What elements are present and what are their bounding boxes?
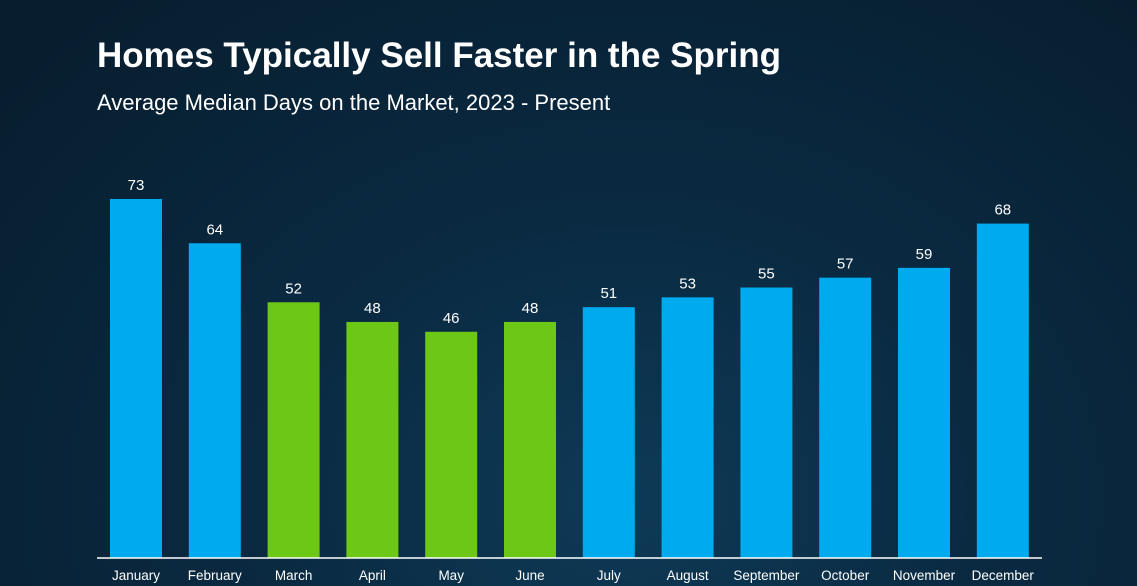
bar-may xyxy=(425,331,478,558)
x-tick-label-april: April xyxy=(359,568,386,583)
x-tick-label-june: June xyxy=(515,568,544,583)
bar-november xyxy=(898,267,950,558)
x-tick-label-march: March xyxy=(275,568,313,583)
x-tick-label-november: November xyxy=(893,568,956,583)
data-label-march: 52 xyxy=(285,280,302,297)
data-label-november: 59 xyxy=(916,246,933,263)
x-tick-label-august: August xyxy=(667,568,709,583)
data-label-august: 53 xyxy=(679,275,696,292)
data-label-october: 57 xyxy=(837,256,854,273)
bar-march xyxy=(267,302,320,558)
data-label-december: 68 xyxy=(994,202,1011,219)
x-tick-label-may: May xyxy=(438,568,464,583)
data-label-june: 48 xyxy=(522,300,539,317)
labels-layer: 73 January 64 February 52 March 48 April 46 May 48… xyxy=(112,177,1034,583)
bars-layer xyxy=(110,199,1029,558)
bar-april xyxy=(346,321,399,558)
bar-february xyxy=(188,243,241,558)
data-label-january: 73 xyxy=(128,177,145,194)
bar-july xyxy=(582,307,635,558)
x-tick-label-september: September xyxy=(733,568,800,583)
chart-title: Homes Typically Sell Faster in the Sprin… xyxy=(97,36,781,75)
bar-august xyxy=(661,297,714,558)
x-tick-label-january: January xyxy=(112,568,160,583)
x-tick-label-october: October xyxy=(821,568,870,583)
chart-subtitle: Average Median Days on the Market, 2023 … xyxy=(97,90,611,115)
data-label-may: 46 xyxy=(443,310,460,327)
x-tick-label-february: February xyxy=(188,568,242,583)
x-tick-label-july: July xyxy=(597,568,621,583)
bar-december xyxy=(976,223,1029,558)
x-tick-label-december: December xyxy=(972,568,1035,583)
data-label-february: 64 xyxy=(206,221,223,238)
data-label-april: 48 xyxy=(364,300,381,317)
bar-october xyxy=(819,277,872,558)
data-label-september: 55 xyxy=(758,266,775,283)
bar-june xyxy=(504,321,556,558)
bar-september xyxy=(740,287,793,558)
data-label-july: 51 xyxy=(600,285,617,302)
bar-january xyxy=(110,199,162,558)
